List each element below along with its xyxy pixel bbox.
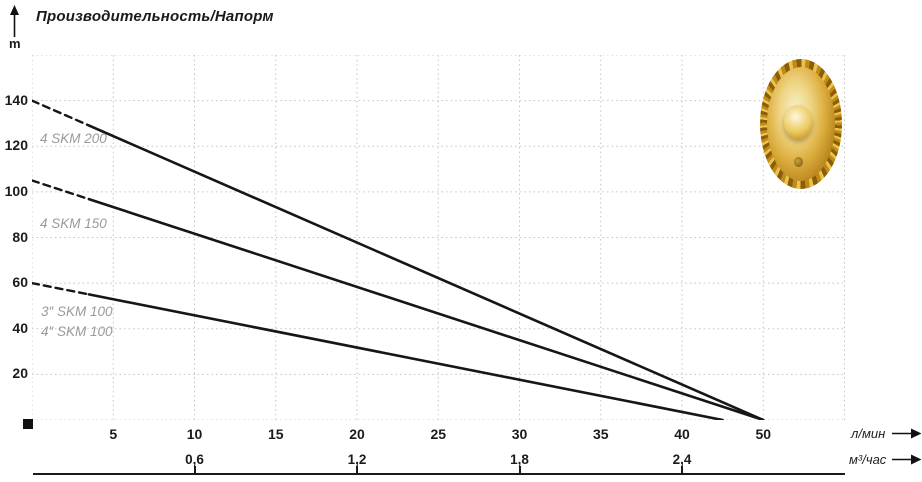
x-axis-unit-m3h: м³/час — [849, 452, 887, 467]
x-tick-m3h-0,6: 0,6 — [185, 452, 204, 467]
y-tick-20: 20 — [12, 365, 28, 382]
origin-square-marker — [23, 419, 33, 429]
pump-curve-0-dashed-start — [30, 99, 91, 127]
y-axis-arrow-icon — [10, 5, 19, 37]
series-label-3skm100: 3″ SKM 100 — [41, 304, 113, 319]
y-tick-120: 120 — [4, 137, 28, 154]
x-tick-lmin-30: 30 — [511, 426, 528, 442]
impeller-center-hole — [794, 157, 803, 167]
x-tick-lmin-25: 25 — [430, 426, 447, 442]
x-tick-m3h-1,8: 1,8 — [510, 452, 529, 467]
y-axis-unit-label: m — [9, 36, 21, 51]
series-label-4skm150: 4 SKM 150 — [40, 216, 107, 231]
m3h-axis-tick — [356, 466, 358, 474]
y-tick-60: 60 — [12, 274, 28, 291]
chart-canvas — [30, 54, 845, 422]
m3h-axis-tick — [193, 466, 196, 474]
chart-title: Производительность/Напорм — [36, 8, 274, 25]
x-tick-lmin-40: 40 — [674, 426, 690, 442]
m3h-axis-tick — [518, 466, 521, 474]
pump-curve-1-dashed-start — [30, 179, 91, 201]
series-label-4skm200: 4 SKM 200 — [40, 131, 107, 146]
x-tick-m3h-1,2: 1,2 — [347, 452, 367, 467]
impeller-hub — [784, 105, 812, 139]
x-tick-lmin-15: 15 — [268, 426, 284, 442]
m3h-axis-line — [33, 473, 845, 475]
y-tick-100: 100 — [4, 182, 28, 199]
pump-curve-0 — [87, 124, 765, 422]
series-label-4skm100: 4″ SKM 100 — [41, 324, 113, 339]
x-axis-arrow-m3h-icon — [892, 454, 922, 465]
x-tick-lmin-50: 50 — [755, 426, 772, 442]
m3h-axis-tick — [681, 466, 683, 474]
x-axis-arrow-lmin-icon — [892, 428, 922, 439]
x-tick-lmin-10: 10 — [186, 426, 203, 442]
x-tick-lmin-35: 35 — [593, 426, 609, 442]
x-tick-lmin-20: 20 — [349, 426, 365, 442]
pump-curve-1 — [87, 197, 765, 422]
x-tick-lmin-5: 5 — [109, 426, 118, 442]
pump-curve-2-dashed-start — [30, 281, 91, 296]
x-axis-unit-lmin: л/мин — [851, 426, 886, 441]
y-tick-80: 80 — [12, 228, 28, 245]
plot-area — [30, 54, 845, 422]
y-tick-40: 40 — [12, 319, 28, 336]
pump-impeller-image — [760, 59, 842, 189]
pump-curve-2 — [87, 293, 724, 422]
x-tick-m3h-2,4: 2,4 — [672, 452, 692, 467]
y-tick-140: 140 — [4, 91, 28, 108]
